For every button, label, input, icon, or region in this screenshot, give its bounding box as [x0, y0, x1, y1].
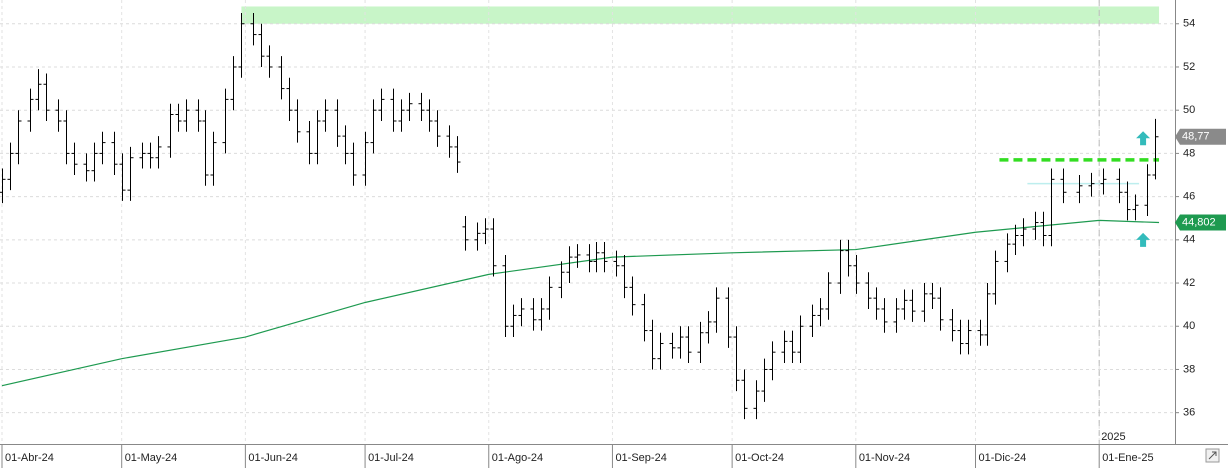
y-tick-label: 54 — [1183, 18, 1195, 30]
x-tick-label: 01-Oct-24 — [735, 452, 784, 464]
x-tick-label: 01-Sep-24 — [615, 452, 666, 464]
x-tick-label: 01-Dic-24 — [979, 452, 1027, 464]
x-tick-label: 01-Abr-24 — [5, 452, 54, 464]
up-arrow — [1136, 232, 1151, 247]
scroll-icon — [1208, 451, 1217, 460]
price-tag-box — [1175, 128, 1226, 145]
y-tick-label: 46 — [1183, 191, 1195, 203]
price-tag-box — [1175, 214, 1226, 231]
resistance-zone — [241, 6, 1160, 24]
x-tick-label: 01-Nov-24 — [859, 452, 910, 464]
y-tick-label: 40 — [1183, 320, 1195, 332]
y-tick-label: 42 — [1183, 277, 1195, 289]
y-tick-label: 48 — [1183, 147, 1195, 159]
up-arrow — [1136, 131, 1151, 146]
price-tag-label: 48,77 — [1182, 131, 1210, 143]
y-tick-label: 36 — [1183, 407, 1195, 419]
x-tick-label: 01-Ago-24 — [492, 452, 543, 464]
y-tick-label: 50 — [1183, 104, 1195, 116]
x-tick-label: 01-May-24 — [125, 452, 178, 464]
price-tag-label: 44,802 — [1182, 216, 1216, 228]
year-marker-label: 2025 — [1101, 431, 1125, 443]
moving-average — [1, 219, 1160, 387]
y-tick-label: 38 — [1183, 363, 1195, 375]
x-tick-label: 01-Jul-24 — [368, 452, 414, 464]
y-tick-label: 52 — [1183, 61, 1195, 73]
y-tick-label: 44 — [1183, 234, 1195, 246]
x-tick-label: 01-Jun-24 — [248, 452, 298, 464]
x-tick-label: 01-Ene-25 — [1102, 452, 1153, 464]
